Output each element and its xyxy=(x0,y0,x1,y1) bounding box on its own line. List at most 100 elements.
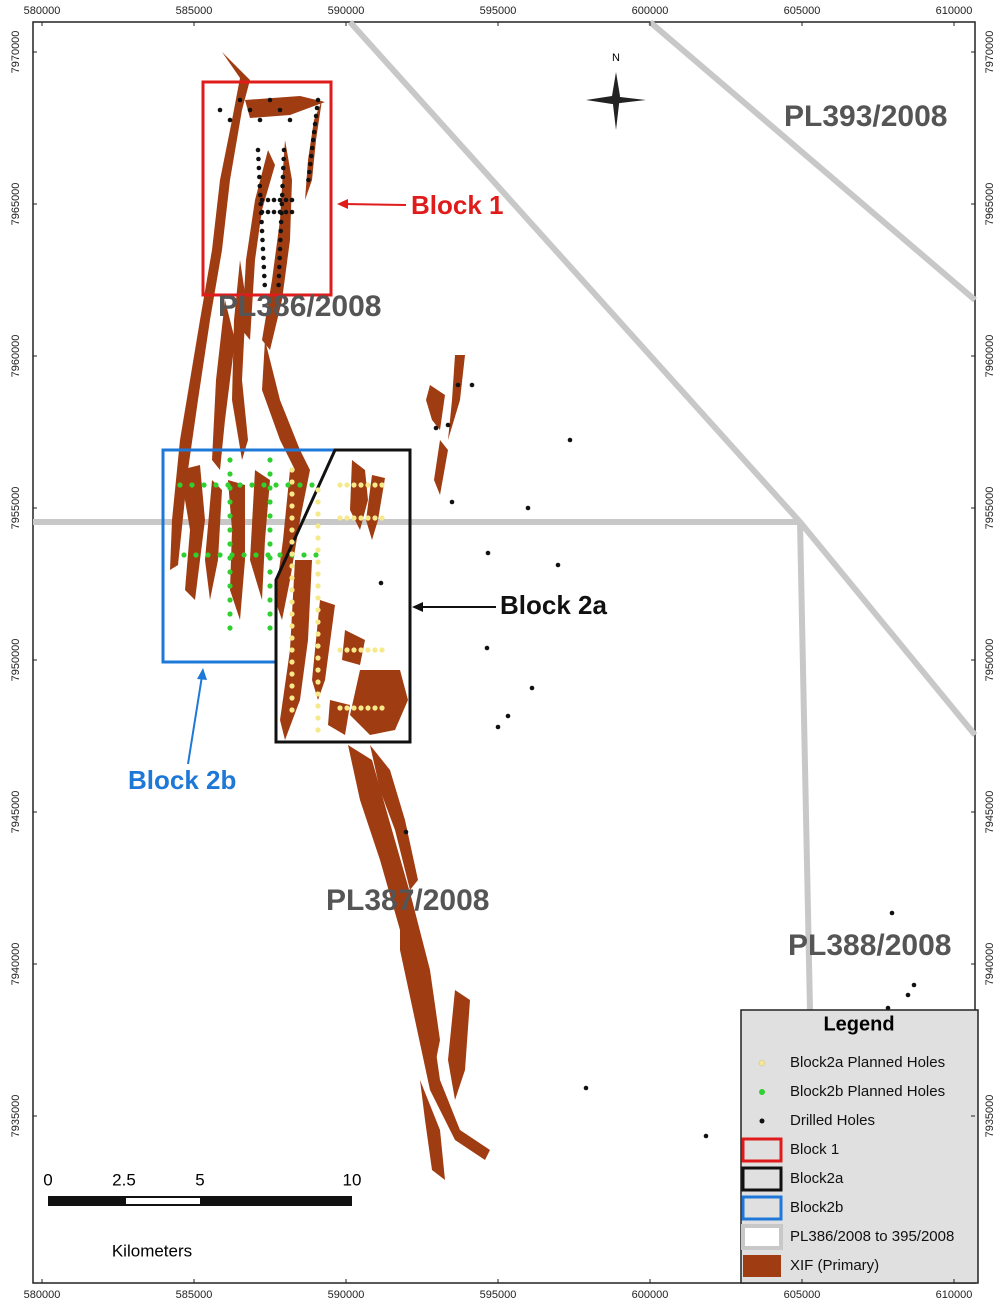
hole-marker xyxy=(315,583,321,589)
hole-marker xyxy=(289,575,295,581)
hole-marker xyxy=(276,282,281,288)
hole-marker xyxy=(257,183,263,189)
hole-marker xyxy=(289,563,295,569)
x-tick-label: 605000 xyxy=(784,1289,821,1301)
hole-marker xyxy=(237,97,243,103)
hole-marker xyxy=(261,255,266,261)
x-tick-label: 610000 xyxy=(936,1289,973,1301)
licence-label: PL386/2008 xyxy=(218,290,381,323)
hole-marker xyxy=(289,623,295,629)
hole-marker xyxy=(311,129,317,135)
hole-marker xyxy=(315,535,321,541)
y-tick-label: 7970000 xyxy=(984,31,996,74)
hole-marker xyxy=(505,713,511,719)
legend-entry: XIF (Primary) xyxy=(790,1257,879,1274)
hole-marker xyxy=(227,569,233,575)
hole-marker xyxy=(267,471,273,477)
hole-marker xyxy=(365,515,371,521)
hole-marker xyxy=(271,209,277,215)
hole-marker xyxy=(307,169,312,175)
block2a-outline xyxy=(274,448,412,744)
x-tick-label: 580000 xyxy=(24,5,61,17)
hole-marker xyxy=(217,552,223,558)
block2a-label: Block 2a xyxy=(500,590,607,620)
legend-entry: Drilled Holes xyxy=(790,1112,875,1129)
hole-marker xyxy=(315,559,321,565)
x-tick-label: 585000 xyxy=(176,1289,213,1301)
hole-marker xyxy=(306,177,311,183)
hole-marker xyxy=(289,467,295,473)
block1-label: Block 1 xyxy=(411,190,504,220)
hole-marker xyxy=(445,422,451,428)
hole-marker xyxy=(351,647,357,653)
hole-marker xyxy=(308,153,314,159)
callout-arrows xyxy=(187,199,496,765)
y-tick-label: 7945000 xyxy=(984,791,996,834)
y-tick-label: 7955000 xyxy=(984,487,996,530)
hole-marker xyxy=(315,487,321,493)
licence-label: PL387/2008 xyxy=(326,884,489,917)
hole-marker xyxy=(267,527,273,533)
hole-marker xyxy=(379,705,385,711)
legend-entry: PL386/2008 to 395/2008 xyxy=(790,1228,954,1245)
hole-marker xyxy=(278,237,283,243)
xif-bodies xyxy=(170,52,490,1180)
hole-marker xyxy=(344,647,350,653)
hole-marker xyxy=(227,611,233,617)
hole-marker xyxy=(315,607,321,613)
hole-marker xyxy=(281,147,287,153)
hole-marker xyxy=(267,611,273,617)
hole-marker xyxy=(227,541,233,547)
hole-marker xyxy=(289,491,295,497)
hole-marker xyxy=(277,107,283,113)
legend: Legend Block2a Planned Holes Block2b Plan… xyxy=(740,1009,979,1284)
hole-marker xyxy=(277,197,283,203)
y-tick-label: 7965000 xyxy=(984,183,996,226)
north-arrow: N xyxy=(586,52,646,130)
hole-marker xyxy=(193,552,199,558)
hole-marker xyxy=(201,482,207,488)
hole-marker xyxy=(315,631,321,637)
hole-marker xyxy=(289,527,295,533)
hole-marker xyxy=(315,547,321,553)
hole-marker xyxy=(273,482,279,488)
hole-marker xyxy=(277,255,282,261)
hole-marker xyxy=(267,569,273,575)
legend-entry: Block2b Planned Holes xyxy=(790,1083,945,1100)
licence-boundaries xyxy=(33,19,978,1011)
hole-marker xyxy=(259,219,264,225)
hole-marker xyxy=(289,647,295,653)
hole-marker xyxy=(261,482,267,488)
licence-label: PL388/2008 xyxy=(788,929,951,962)
hole-marker xyxy=(433,425,439,431)
hole-marker xyxy=(217,107,223,113)
hole-marker xyxy=(301,552,307,558)
hole-marker xyxy=(314,105,320,111)
hole-marker xyxy=(227,597,233,603)
hole-marker xyxy=(315,571,321,577)
hole-marker xyxy=(247,107,253,113)
legend-entry: Block2b xyxy=(790,1199,843,1216)
hole-marker xyxy=(372,705,378,711)
hole-marker xyxy=(257,192,263,198)
hole-marker xyxy=(337,482,343,488)
hole-marker xyxy=(337,515,343,521)
hole-marker xyxy=(315,679,321,685)
hole-marker xyxy=(312,121,318,127)
hole-marker xyxy=(289,197,295,203)
hole-marker xyxy=(289,599,295,605)
x-tick-label: 610000 xyxy=(936,5,973,17)
hole-marker xyxy=(449,499,455,505)
scale-tick-label: 0 xyxy=(43,1170,52,1189)
hole-marker xyxy=(259,228,265,234)
hole-marker xyxy=(365,705,371,711)
hole-marker xyxy=(555,562,561,568)
hole-marker xyxy=(279,201,285,207)
hole-marker xyxy=(372,647,378,653)
hole-marker xyxy=(260,246,266,252)
hole-marker xyxy=(344,515,350,521)
y-tick-label: 7950000 xyxy=(10,639,22,682)
hole-marker xyxy=(315,667,321,673)
hole-marker xyxy=(351,482,357,488)
hole-marker xyxy=(315,511,321,517)
